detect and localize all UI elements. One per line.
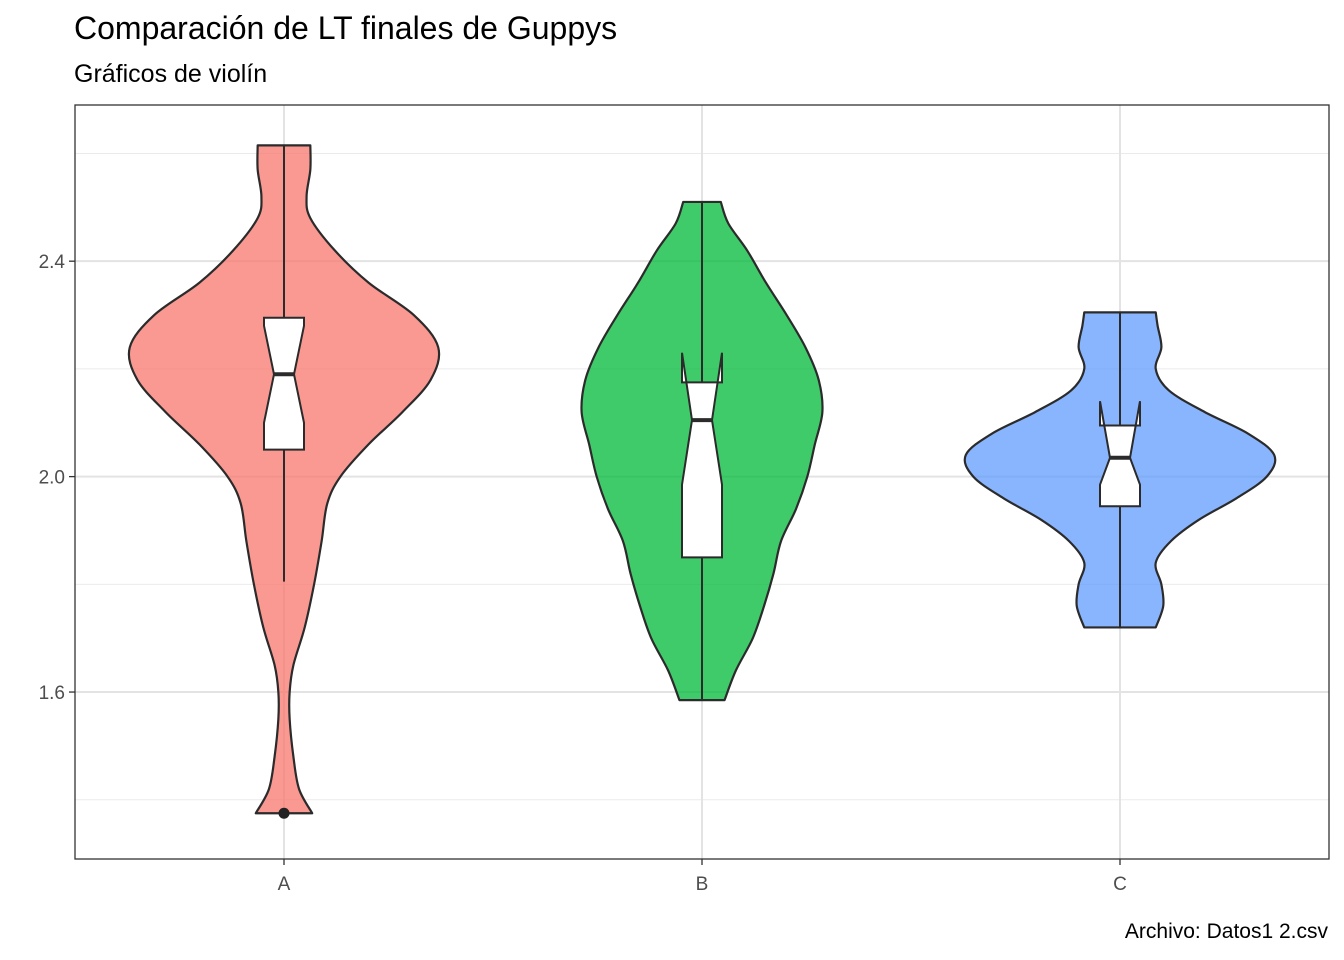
outlier-point (278, 807, 290, 819)
chart-subtitle: Gráficos de violín (74, 60, 268, 88)
x-tick-label: C (1113, 874, 1127, 895)
violin-group-c (963, 311, 1277, 629)
notched-box-c (1099, 401, 1141, 508)
y-tick-label: 2.4 (39, 252, 66, 273)
x-tick-label: A (278, 874, 291, 895)
chart-caption: Archivo: Datos1 2.csv (1124, 920, 1328, 943)
y-tick-label: 2.0 (39, 468, 65, 489)
chart-title: Comparación de LT finales de Guppys (74, 10, 618, 46)
violin-group-b (580, 200, 824, 702)
x-tick-label: B (696, 874, 709, 895)
violin-group-a (127, 144, 441, 819)
notched-box-a (263, 316, 305, 451)
y-tick-label: 1.6 (39, 683, 65, 704)
violin-layer (127, 144, 1277, 819)
axis-layer: 1.6 2.0 2.4 A B C (39, 252, 1127, 895)
notched-box-b (681, 352, 723, 559)
